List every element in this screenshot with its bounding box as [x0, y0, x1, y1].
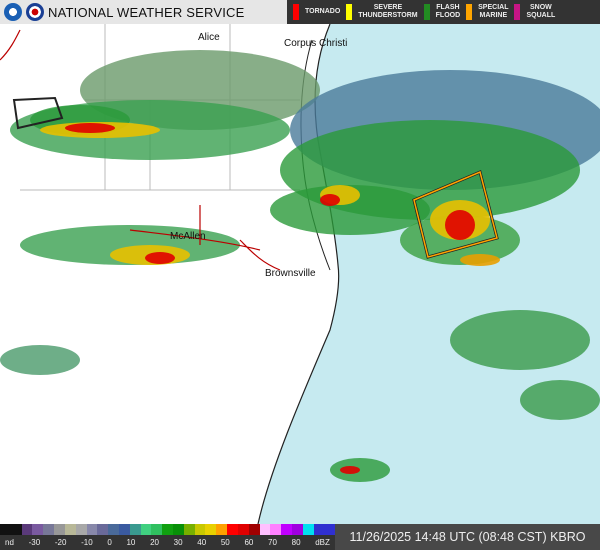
warning-label: TORNADO	[305, 8, 341, 15]
colorbar-swatch	[54, 524, 65, 535]
warning-swatch	[346, 4, 353, 20]
city-label-alice: Alice	[198, 32, 220, 43]
colorbar-swatch	[205, 524, 217, 535]
radar-echo	[270, 185, 430, 235]
colorbar-swatch	[140, 524, 152, 535]
colorbar-swatch	[64, 524, 76, 535]
warning-legend-item: TORNADO	[293, 4, 340, 20]
colorbar-swatch	[108, 524, 119, 535]
colorbar-swatch	[75, 524, 87, 535]
warning-label: SNOW SQUALL	[526, 4, 556, 19]
radar-echo	[145, 252, 175, 264]
colorbar-swatch	[194, 524, 206, 535]
colorbar-tick: 70	[268, 538, 277, 547]
colorbar-swatch	[151, 524, 163, 535]
roads	[0, 29, 281, 271]
colorbar-tick: 60	[244, 538, 254, 547]
colorbar-swatch	[21, 524, 33, 535]
city-label-mcallen: McAllen	[170, 231, 206, 242]
colorbar-swatch	[302, 524, 314, 535]
colorbar-swatch	[281, 524, 292, 535]
warning-legend-item: SNOW SQUALL	[514, 4, 555, 20]
colorbar-swatch	[129, 524, 141, 535]
colorbar-swatch	[313, 524, 325, 535]
colorbar-tick: dBZ	[315, 538, 330, 547]
colorbar-swatch	[216, 524, 228, 535]
city-label-corpus-christi: Corpus Christi	[284, 38, 348, 49]
radar-echo	[450, 310, 590, 370]
reflectivity-colorbar: nd -30 -20 -10 0 10 20 30 40 50 60 70 80 dBZ	[0, 524, 336, 550]
city-label-brownsville: Brownsville	[265, 268, 316, 279]
warning-label: SPECIAL MARINE	[478, 4, 509, 19]
colorbar-tick: 80	[291, 538, 301, 547]
colorbar-swatch	[173, 524, 184, 535]
colorbar-swatch	[97, 524, 109, 535]
radar-echo	[320, 194, 340, 206]
warning-legend-item: SPECIAL MARINE	[466, 4, 508, 20]
radar-echo	[0, 345, 80, 375]
colorbar-tick: 10	[126, 538, 136, 547]
warning-legend-item: SEVERE THUNDERSTORM	[346, 4, 418, 20]
colorbar-tick: -10	[81, 538, 93, 547]
colorbar-swatch	[32, 524, 44, 535]
colorbar-swatch	[0, 524, 11, 535]
warning-label: SEVERE THUNDERSTORM	[358, 4, 418, 19]
radar-echo	[460, 254, 500, 266]
page-title: NATIONAL WEATHER SERVICE	[48, 4, 245, 20]
colorbar-tick: -20	[54, 538, 67, 547]
warning-swatch	[514, 4, 521, 20]
colorbar-tick: 40	[197, 538, 207, 547]
colorbar-tick: 50	[220, 538, 230, 547]
colorbar-tick: 20	[150, 538, 159, 547]
timestamp: 11/26/2025 14:48 UTC (08:48 CST) KBRO	[335, 524, 600, 550]
warning-label: FLASH FLOOD	[435, 4, 461, 19]
colorbar-swatch	[43, 524, 55, 535]
radar-echo	[520, 380, 600, 420]
colorbar-swatch	[86, 524, 98, 535]
colorbar-swatch	[183, 524, 195, 535]
warning-legend-item: FLASH FLOOD	[423, 4, 461, 20]
noaa-logo-icon	[4, 3, 22, 21]
colorbar-tick: nd	[5, 538, 14, 547]
warning-swatch	[423, 4, 430, 20]
colorbar-swatch	[259, 524, 271, 535]
colorbar-swatch	[248, 524, 260, 535]
colorbar-swatch	[270, 524, 282, 535]
colorbar-swatch	[10, 524, 22, 535]
county-polygon	[12, 96, 64, 130]
warning-swatch	[293, 4, 299, 20]
radar-echo	[340, 466, 360, 474]
colorbar-swatch	[118, 524, 130, 535]
warning-swatch	[466, 4, 473, 20]
colorbar-swatch	[227, 524, 238, 535]
radar-map[interactable]	[0, 0, 600, 524]
colorbar-tick: 30	[173, 538, 183, 547]
colorbar-tick: 0	[107, 538, 112, 547]
colorbar-swatch	[324, 524, 336, 535]
colorbar-swatch	[162, 524, 173, 535]
radar-echo	[65, 123, 115, 133]
colorbar-swatch	[237, 524, 249, 535]
colorbar-swatch	[291, 524, 303, 535]
warnings-legend: TORNADO SEVERE THUNDERSTORM FLASH FLOOD SPECI…	[287, 0, 600, 24]
radar-echoes	[0, 50, 600, 482]
nws-logo-icon	[26, 3, 44, 21]
colorbar-tick: -30	[28, 538, 41, 547]
radar-echo	[445, 210, 475, 240]
